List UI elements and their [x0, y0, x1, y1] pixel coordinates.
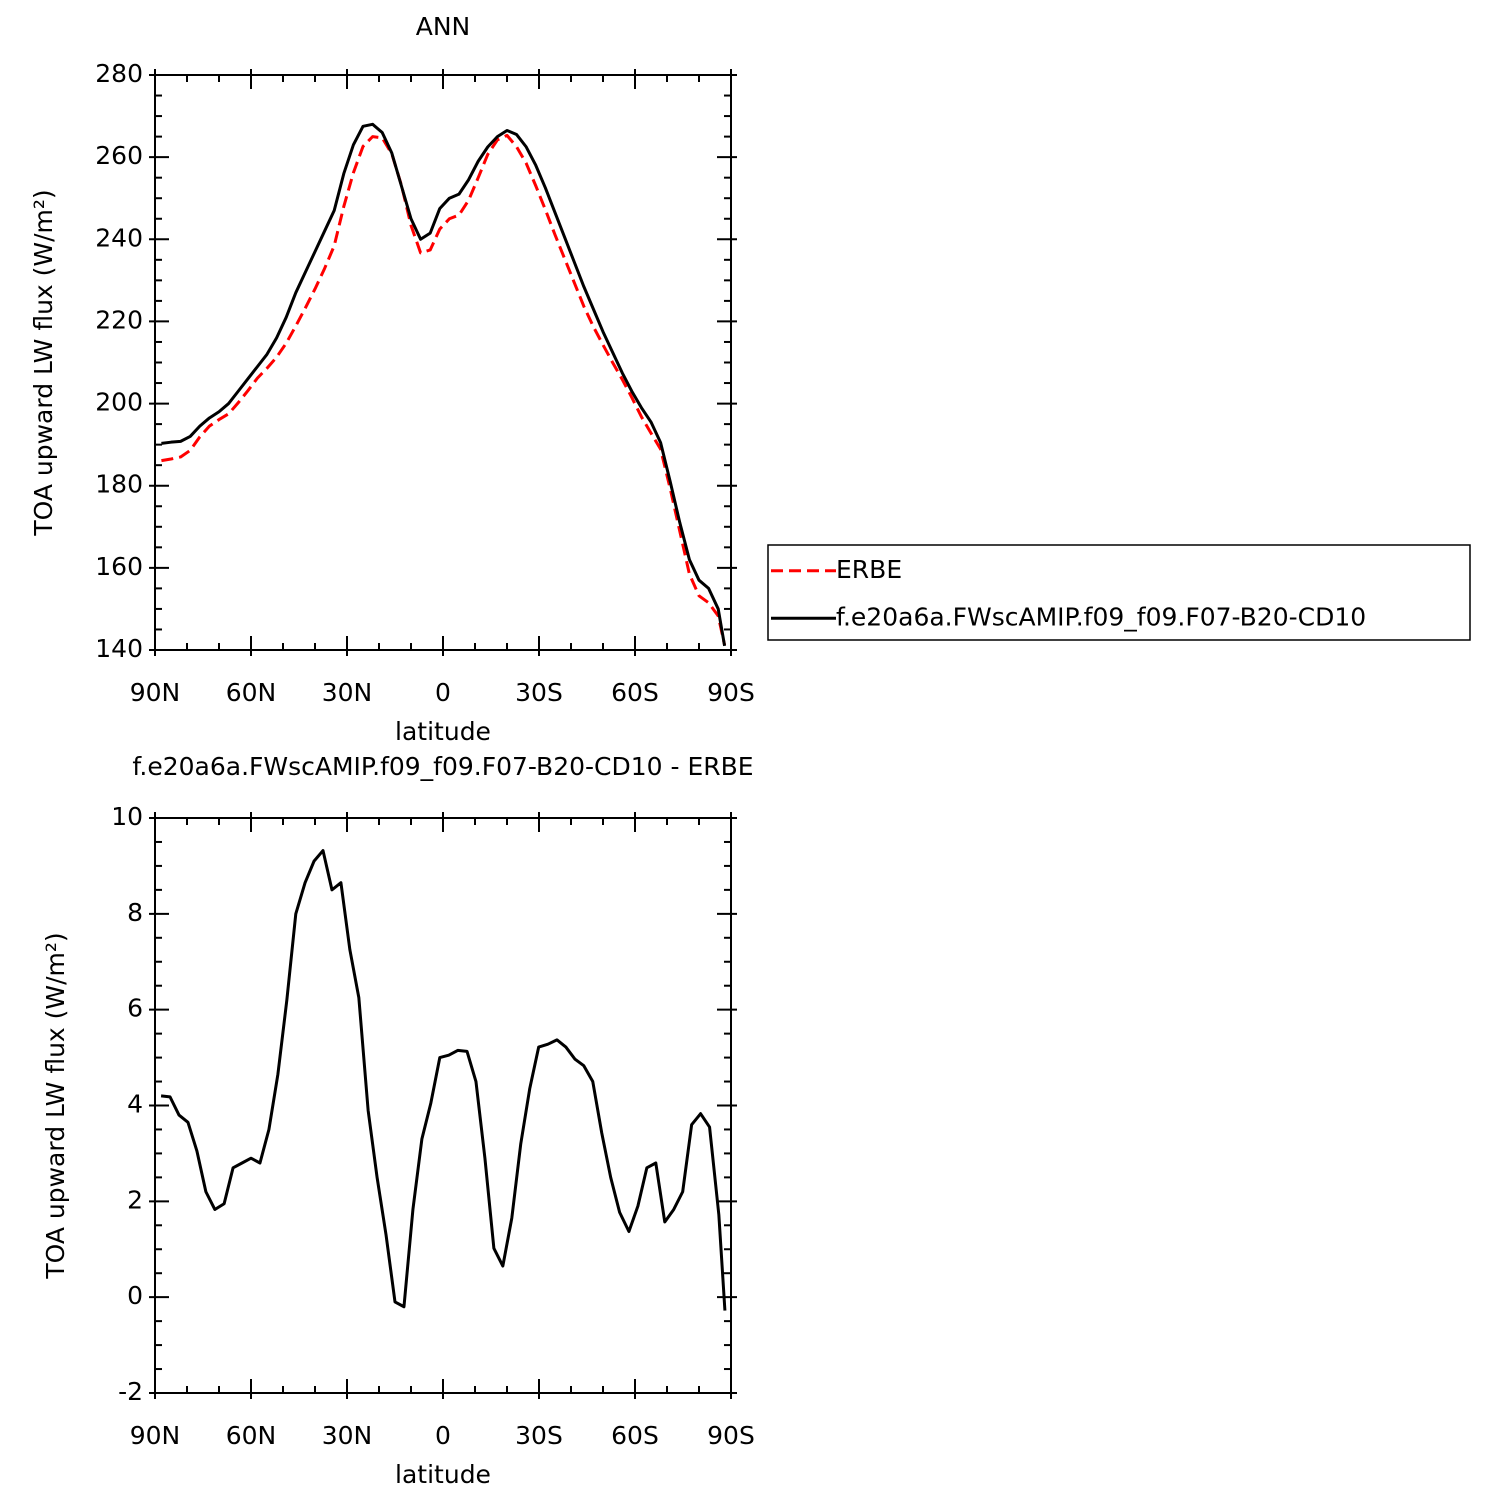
y-tick-label: 220 [95, 305, 143, 334]
chart-title: f.e20a6a.FWscAMIP.f09_f09.F07-B20-CD10 -… [132, 752, 753, 781]
y-tick-label: 4 [127, 1090, 143, 1119]
x-tick-label: 60S [611, 678, 659, 707]
y-tick-label: 0 [127, 1281, 143, 1310]
x-tick-label: 30S [515, 1421, 563, 1450]
y-tick-label: 2 [127, 1185, 143, 1214]
y-tick-label: -2 [118, 1377, 143, 1406]
x-tick-label: 60S [611, 1421, 659, 1450]
x-axis-label: latitude [395, 717, 491, 746]
y-tick-label: 200 [95, 388, 143, 417]
x-tick-label: 30N [322, 678, 373, 707]
x-tick-label: 60N [226, 1421, 277, 1450]
plot-frame [154, 817, 732, 1394]
x-tick-label: 60N [226, 678, 277, 707]
legend-label: f.e20a6a.FWscAMIP.f09_f09.F07-B20-CD10 [836, 602, 1366, 631]
y-tick-label: 10 [111, 802, 143, 831]
chart-title: ANN [416, 12, 471, 41]
x-tick-label: 90S [707, 678, 755, 707]
legend-label: ERBE [836, 555, 902, 584]
y-tick-label: 8 [127, 898, 143, 927]
data-line [161, 133, 727, 646]
x-tick-label: 30N [322, 1421, 373, 1450]
x-tick-label: 90N [130, 678, 181, 707]
x-tick-label: 30S [515, 678, 563, 707]
y-tick-label: 240 [95, 223, 143, 252]
x-tick-label: 90N [130, 1421, 181, 1450]
y-axis-label: TOA upward LW flux (W/m²) [29, 189, 58, 536]
data-line [161, 122, 727, 647]
y-axis-label: TOA upward LW flux (W/m²) [41, 932, 70, 1279]
y-tick-label: 260 [95, 141, 143, 170]
y-tick-label: 160 [95, 552, 143, 581]
y-tick-label: 6 [127, 994, 143, 1023]
y-tick-label: 280 [95, 59, 143, 88]
data-line [160, 849, 727, 1311]
x-tick-label: 90S [707, 1421, 755, 1450]
legend-box [767, 544, 1471, 641]
y-tick-label: 180 [95, 470, 143, 499]
plot-frame [154, 74, 732, 651]
x-tick-label: 0 [435, 1421, 451, 1450]
x-tick-label: 0 [435, 678, 451, 707]
x-axis-label: latitude [395, 1460, 491, 1489]
y-tick-label: 140 [95, 634, 143, 663]
